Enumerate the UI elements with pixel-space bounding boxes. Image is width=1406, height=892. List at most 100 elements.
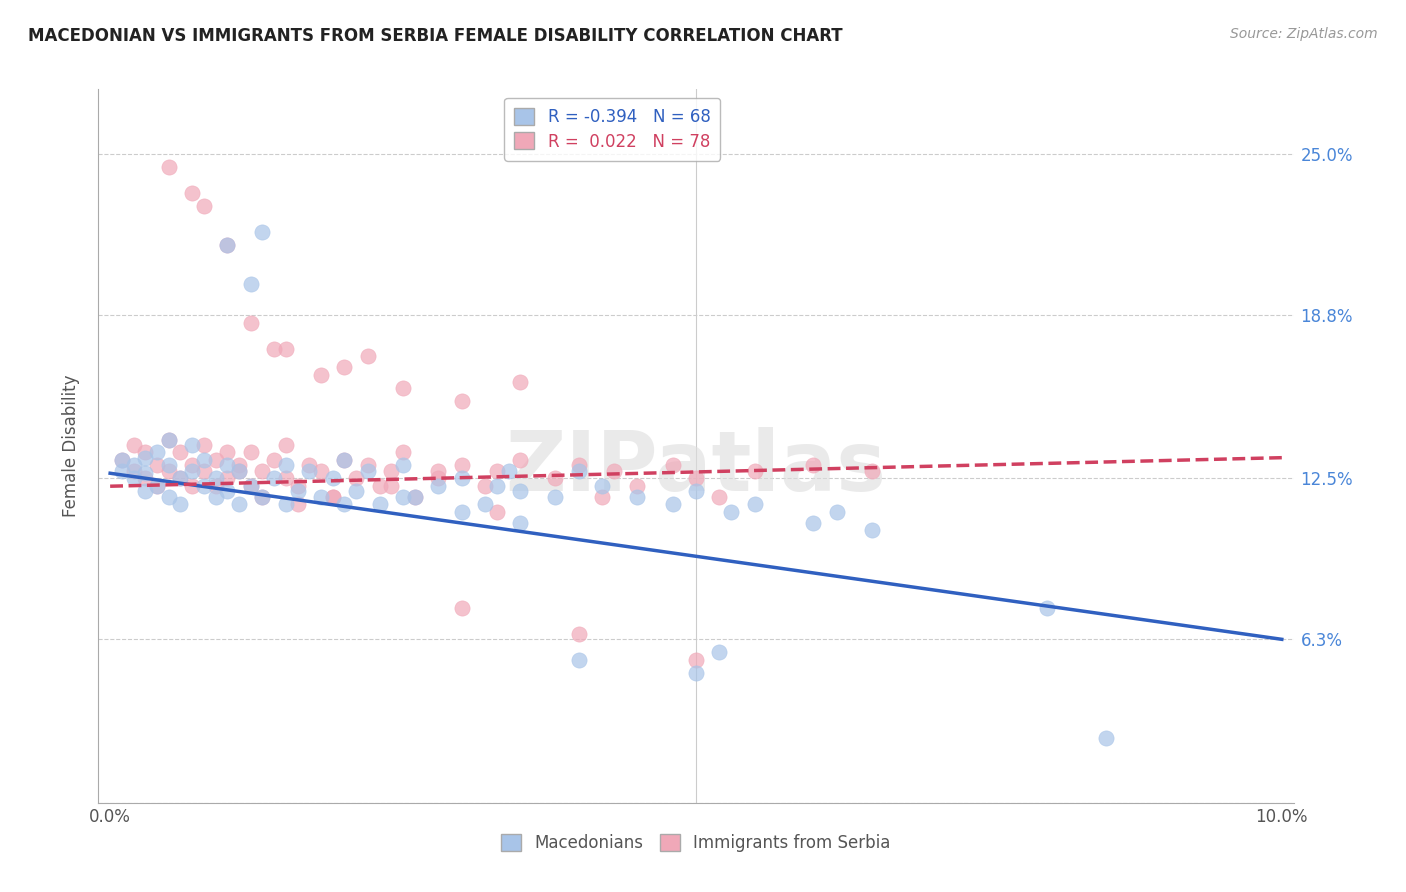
Point bbox=[217, 471, 239, 485]
Point bbox=[404, 490, 426, 504]
Point bbox=[544, 471, 567, 485]
Point bbox=[217, 238, 239, 252]
Point bbox=[193, 464, 215, 478]
Point bbox=[568, 653, 591, 667]
Point bbox=[204, 453, 226, 467]
Point bbox=[368, 497, 391, 511]
Point bbox=[193, 453, 215, 467]
Point bbox=[744, 464, 766, 478]
Point bbox=[274, 342, 297, 356]
Point bbox=[322, 490, 344, 504]
Point bbox=[509, 376, 531, 390]
Point bbox=[333, 497, 356, 511]
Point bbox=[193, 199, 215, 213]
Point bbox=[228, 497, 250, 511]
Point bbox=[274, 458, 297, 473]
Point bbox=[685, 666, 707, 681]
Point bbox=[333, 453, 356, 467]
Point bbox=[134, 484, 156, 499]
Point bbox=[287, 484, 309, 499]
Point bbox=[274, 438, 297, 452]
Point bbox=[427, 471, 450, 485]
Point bbox=[591, 479, 613, 493]
Point bbox=[146, 458, 169, 473]
Point bbox=[392, 445, 415, 459]
Point bbox=[169, 445, 191, 459]
Point bbox=[860, 524, 883, 538]
Point bbox=[661, 458, 683, 473]
Point bbox=[239, 277, 262, 291]
Point bbox=[591, 490, 613, 504]
Point bbox=[744, 497, 766, 511]
Point bbox=[357, 464, 380, 478]
Point bbox=[661, 497, 683, 511]
Point bbox=[322, 490, 344, 504]
Point bbox=[228, 458, 250, 473]
Point bbox=[709, 645, 731, 659]
Point bbox=[309, 464, 332, 478]
Point bbox=[474, 497, 496, 511]
Point bbox=[146, 445, 169, 459]
Point bbox=[122, 464, 145, 478]
Point bbox=[217, 238, 239, 252]
Point bbox=[181, 458, 204, 473]
Point bbox=[298, 458, 321, 473]
Point bbox=[498, 464, 520, 478]
Point bbox=[181, 464, 204, 478]
Point bbox=[485, 505, 508, 519]
Point bbox=[544, 490, 567, 504]
Point bbox=[801, 516, 824, 530]
Point bbox=[111, 464, 134, 478]
Point bbox=[333, 453, 356, 467]
Point bbox=[685, 484, 707, 499]
Point bbox=[309, 368, 332, 382]
Point bbox=[157, 490, 180, 504]
Point bbox=[263, 342, 285, 356]
Point bbox=[322, 471, 344, 485]
Point bbox=[252, 490, 274, 504]
Point bbox=[134, 467, 156, 481]
Text: Source: ZipAtlas.com: Source: ZipAtlas.com bbox=[1230, 27, 1378, 41]
Point bbox=[333, 359, 356, 374]
Point bbox=[344, 471, 367, 485]
Point bbox=[181, 479, 204, 493]
Point bbox=[357, 350, 380, 364]
Point bbox=[169, 471, 191, 485]
Point bbox=[263, 453, 285, 467]
Point bbox=[380, 479, 402, 493]
Point bbox=[239, 479, 262, 493]
Point bbox=[111, 453, 134, 467]
Point bbox=[228, 464, 250, 478]
Point bbox=[450, 601, 472, 615]
Point bbox=[825, 505, 848, 519]
Point bbox=[134, 471, 156, 485]
Point bbox=[122, 471, 145, 485]
Point bbox=[169, 471, 191, 485]
Y-axis label: Female Disability: Female Disability bbox=[62, 375, 80, 517]
Point bbox=[685, 653, 707, 667]
Point bbox=[603, 464, 626, 478]
Point bbox=[122, 458, 145, 473]
Point bbox=[263, 471, 285, 485]
Point bbox=[146, 479, 169, 493]
Point bbox=[239, 316, 262, 330]
Point bbox=[239, 445, 262, 459]
Point bbox=[450, 471, 472, 485]
Point bbox=[217, 484, 239, 499]
Point bbox=[720, 505, 742, 519]
Point bbox=[287, 497, 309, 511]
Point bbox=[287, 479, 309, 493]
Point bbox=[509, 453, 531, 467]
Point bbox=[217, 445, 239, 459]
Text: MACEDONIAN VS IMMIGRANTS FROM SERBIA FEMALE DISABILITY CORRELATION CHART: MACEDONIAN VS IMMIGRANTS FROM SERBIA FEM… bbox=[28, 27, 842, 45]
Point bbox=[181, 438, 204, 452]
Point bbox=[239, 479, 262, 493]
Point bbox=[709, 490, 731, 504]
Point bbox=[309, 490, 332, 504]
Point bbox=[568, 464, 591, 478]
Point bbox=[193, 438, 215, 452]
Point bbox=[252, 490, 274, 504]
Point bbox=[252, 225, 274, 239]
Point bbox=[427, 464, 450, 478]
Point bbox=[380, 464, 402, 478]
